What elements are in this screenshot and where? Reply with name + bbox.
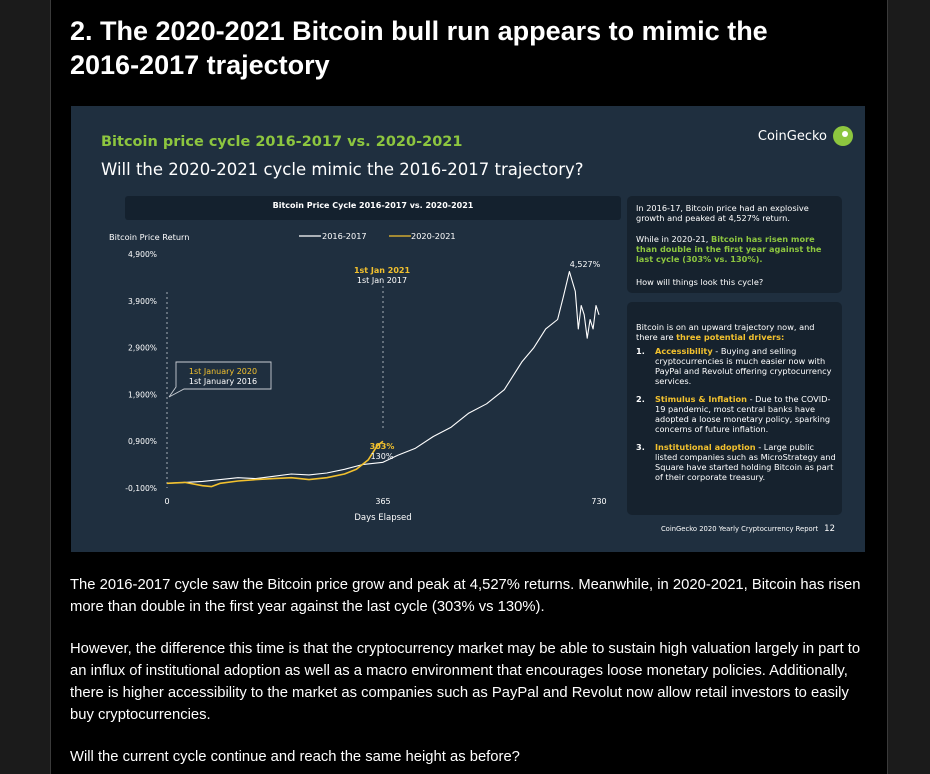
driver-number: 3. <box>636 442 645 452</box>
slide-subtitle: Will the 2020-2021 cycle mimic the 2016-… <box>101 160 584 179</box>
annotation-jan-2020-callout <box>168 361 272 398</box>
brand-name: CoinGecko <box>757 128 827 144</box>
drivers-panel: Bitcoin is on an upward trajectory now, … <box>627 302 842 515</box>
summary-line-2: While in 2020-21, Bitcoin has risen more… <box>636 234 834 264</box>
series-line-2016-2017 <box>166 270 600 484</box>
driver-title: Accessibility <box>655 346 713 356</box>
y-tick-label: 0,900% <box>128 437 157 446</box>
annotation-jan-2021: 1st Jan 2021 <box>354 266 410 275</box>
annotation-jan-2017: 1st Jan 2017 <box>357 276 407 285</box>
y-tick-label: 2,900% <box>128 344 157 353</box>
drivers-intro-highlight: three potential drivers: <box>676 332 785 342</box>
annotation-return-2020: 303% <box>370 442 395 451</box>
driver-item: 2. Stimulus & Inflation - Due to the COVI… <box>636 394 836 434</box>
drivers-list: 1. Accessibility - Buying and selling cry… <box>636 346 836 490</box>
chart-title: Bitcoin Price Cycle 2016-2017 vs. 2020-2… <box>272 201 474 210</box>
article-heading: 2. The 2020-2021 Bitcoin bull run appear… <box>70 16 768 80</box>
driver-number: 1. <box>636 346 645 356</box>
driver-title: Stimulus & Inflation <box>655 394 747 404</box>
summary-line-1: In 2016-17, Bitcoin price had an explosi… <box>636 203 809 223</box>
x-tick-label: 0 <box>164 497 169 506</box>
legend-label-2016: 2016-2017 <box>322 231 367 241</box>
y-axis-label: Bitcoin Price Return <box>109 232 189 242</box>
driver-title: Institutional adoption <box>655 442 756 452</box>
y-tick-label: 4,900% <box>128 250 157 259</box>
slide-footer: CoinGecko 2020 Yearly Cryptocurrency Rep… <box>661 524 835 534</box>
x-tick-label: 365 <box>375 497 390 506</box>
summary-line-2-highlight: Bitcoin has risen more than double in th… <box>636 234 822 264</box>
annotation-return-2016: 130% <box>371 452 394 461</box>
paragraph-3: Will the current cycle continue and reac… <box>70 749 520 765</box>
legend-label-2020: 2020-2021 <box>411 231 456 241</box>
drivers-intro: Bitcoin is on an upward trajectory now, … <box>636 322 834 342</box>
driver-number: 2. <box>636 394 645 404</box>
x-tick-label: 730 <box>591 497 606 506</box>
driver-item: 3. Institutional adoption - Large public … <box>636 442 836 482</box>
summary-panel: In 2016-17, Bitcoin price had an explosi… <box>627 196 842 293</box>
brand: CoinGecko <box>758 126 853 146</box>
infographic-slide: Bitcoin price cycle 2016-2017 vs. 2020-2… <box>71 106 865 552</box>
footer-text: CoinGecko 2020 Yearly Cryptocurrency Rep… <box>660 525 819 533</box>
article: 2. The 2020-2021 Bitcoin bull run appear… <box>50 0 888 774</box>
y-tick-label: 1,900% <box>128 390 157 399</box>
y-tick-label: 3,900% <box>128 297 157 306</box>
page-number: 12 <box>824 524 835 534</box>
driver-text: - Buying and selling cryptocurrencies is… <box>655 346 832 386</box>
paragraph-2: However, the difference this time is tha… <box>70 641 861 723</box>
slide-title: Bitcoin price cycle 2016-2017 vs. 2020-2… <box>101 134 463 150</box>
summary-line-2-text: While in 2020-21, <box>636 234 711 244</box>
coingecko-logo-icon <box>833 126 853 146</box>
price-cycle-chart: Bitcoin Price Return 4,900% 3,900% 2,900% 1,… <box>109 231 607 523</box>
annotation-jan-2016: 1st January 2016 <box>189 377 257 386</box>
y-tick-label: -0,100% <box>125 484 157 493</box>
chart-title-banner: Bitcoin Price Cycle 2016-2017 vs. 2020-2… <box>125 196 621 220</box>
drivers-intro-text: Bitcoin is on an upward trajectory now, … <box>636 322 815 342</box>
summary-question: How will things look this cycle? <box>636 277 764 287</box>
annotation-peak: 4,527% <box>570 260 601 269</box>
series-line-2020-2021 <box>166 440 384 488</box>
driver-item: 1. Accessibility - Buying and selling cry… <box>636 346 836 386</box>
driver-text: - Large public listed companies such as … <box>655 442 836 482</box>
x-axis-label: Days Elapsed <box>354 513 411 523</box>
driver-text: - Due to the COVID-19 pandemic, most cen… <box>655 394 831 434</box>
annotation-jan-2020: 1st January 2020 <box>189 367 257 376</box>
paragraph-1: The 2016-2017 cycle saw the Bitcoin pric… <box>70 577 861 615</box>
